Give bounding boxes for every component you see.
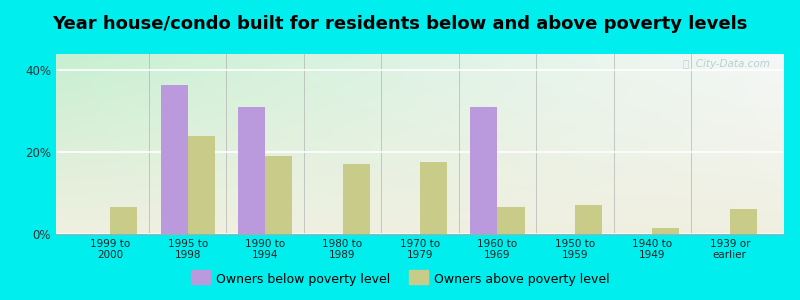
Bar [161,85,188,234]
Bar [420,162,447,234]
Bar [238,107,265,234]
Bar [470,107,498,234]
Bar [730,209,757,234]
Text: Year house/condo built for residents below and above poverty levels: Year house/condo built for residents bel… [52,15,748,33]
Bar [188,136,214,234]
Bar [652,228,679,234]
Bar [342,164,370,234]
Bar [110,207,138,234]
Text: ⓘ  City-Data.com: ⓘ City-Data.com [682,59,770,69]
Bar [265,156,292,234]
Bar [575,206,602,234]
Legend: Owners below poverty level, Owners above poverty level: Owners below poverty level, Owners above… [186,268,614,291]
Bar [498,207,525,234]
